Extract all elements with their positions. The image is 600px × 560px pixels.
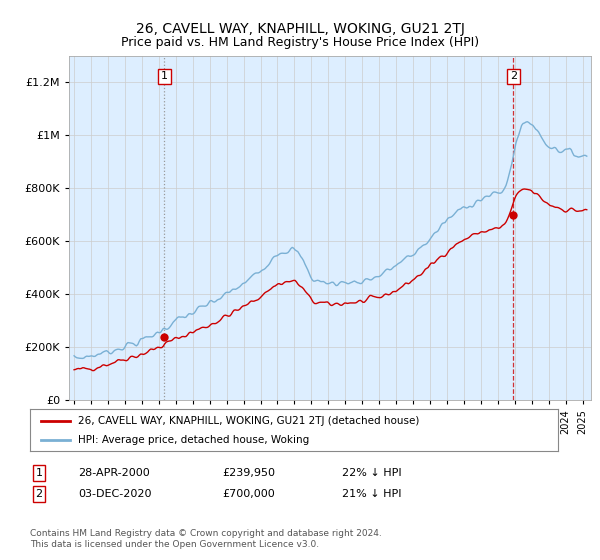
- Text: 1: 1: [35, 468, 43, 478]
- Text: £700,000: £700,000: [222, 489, 275, 499]
- Text: 28-APR-2000: 28-APR-2000: [78, 468, 150, 478]
- Text: 26, CAVELL WAY, KNAPHILL, WOKING, GU21 2TJ (detached house): 26, CAVELL WAY, KNAPHILL, WOKING, GU21 2…: [77, 416, 419, 426]
- Text: 22% ↓ HPI: 22% ↓ HPI: [342, 468, 401, 478]
- Text: 2: 2: [35, 489, 43, 499]
- Text: 1: 1: [161, 72, 168, 82]
- Text: 03-DEC-2020: 03-DEC-2020: [78, 489, 151, 499]
- Text: 21% ↓ HPI: 21% ↓ HPI: [342, 489, 401, 499]
- Text: Price paid vs. HM Land Registry's House Price Index (HPI): Price paid vs. HM Land Registry's House …: [121, 36, 479, 49]
- Text: HPI: Average price, detached house, Woking: HPI: Average price, detached house, Woki…: [77, 435, 309, 445]
- Text: Contains HM Land Registry data © Crown copyright and database right 2024.
This d: Contains HM Land Registry data © Crown c…: [30, 529, 382, 549]
- Text: 2: 2: [510, 72, 517, 82]
- Text: 26, CAVELL WAY, KNAPHILL, WOKING, GU21 2TJ: 26, CAVELL WAY, KNAPHILL, WOKING, GU21 2…: [136, 22, 464, 36]
- Text: £239,950: £239,950: [222, 468, 275, 478]
